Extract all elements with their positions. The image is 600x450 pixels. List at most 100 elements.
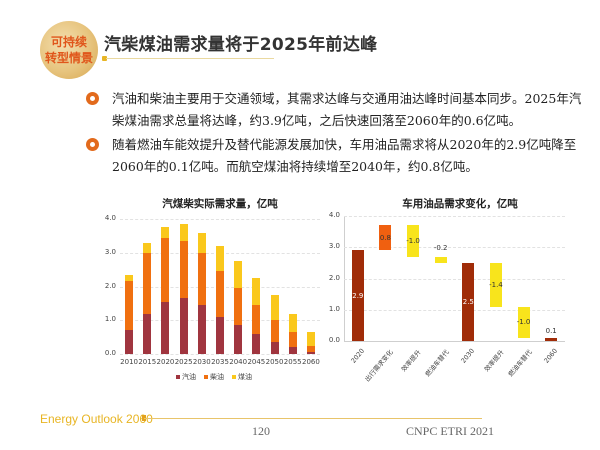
legend-swatch-icon: [176, 375, 180, 379]
waterfall-bar: [379, 225, 392, 251]
bar-segment: [306, 345, 315, 353]
logo: 可持续 转型情景: [40, 21, 98, 79]
x-tick-label: 2025: [174, 358, 193, 366]
bar-segment: [270, 342, 279, 354]
waterfall-bar: [517, 306, 530, 338]
y-tick-label: 2.0: [328, 273, 340, 282]
bullet-item: 随着燃油车能效提升及替代能源发展加快，车用油品需求将从2020年的2.9亿吨降至…: [86, 134, 586, 178]
bar-segment: [125, 274, 134, 282]
waterfall-bar: [434, 256, 447, 263]
data-label: 0.1: [545, 326, 557, 335]
y-tick-label: 0.0: [328, 336, 340, 344]
y-tick-label: 0.0: [104, 349, 116, 357]
bar-segment: [306, 332, 315, 346]
bullet-item: 汽油和柴油主要用于交通领域，其需求达峰与交通用油达峰时间基本同步。2025年汽柴…: [86, 88, 586, 132]
bar-segment: [161, 301, 170, 354]
waterfall-bar: [462, 262, 475, 341]
bullet-list: 汽油和柴油主要用于交通领域，其需求达峰与交通用油达峰时间基本同步。2025年汽柴…: [86, 88, 586, 180]
bar-segment: [197, 232, 206, 253]
gridline: [344, 247, 565, 249]
bar-segment: [306, 352, 315, 354]
data-label: -1.0: [516, 318, 531, 327]
waterfall-bar: [489, 262, 502, 307]
y-tick-label: 4.0: [328, 211, 340, 219]
bar-segment: [179, 298, 188, 354]
x-tick-label: 2010: [120, 358, 138, 366]
bar-segment: [161, 227, 170, 238]
data-label: -0.2: [433, 243, 448, 252]
gridline: [344, 309, 565, 311]
bar-segment: [216, 316, 224, 354]
gridline: [120, 219, 320, 220]
logo-line2: 转型情景: [44, 51, 93, 65]
x-axis-line: [344, 341, 565, 342]
legend-swatch-icon: [204, 375, 208, 379]
bar-segment: [125, 330, 134, 354]
page-title: 汽柴煤油需求量将于2025年前达峰: [104, 35, 378, 55]
legend-label: 汽油: [182, 373, 196, 381]
bar-segment: [270, 320, 279, 343]
bar-segment: [252, 333, 261, 354]
y-tick-label: 1.0: [104, 315, 116, 324]
bar-segment: [234, 325, 243, 354]
footer-rule: [144, 418, 482, 419]
footer-org: CNPC ETRI 2021: [406, 424, 495, 438]
bar-segment: [143, 242, 152, 253]
bar-segment: [161, 237, 170, 302]
legend-label: 柴油: [210, 373, 224, 381]
x-tick-label: 2055: [283, 358, 302, 366]
bullet-circle-icon: [86, 92, 99, 105]
y-tick-label: 3.0: [104, 247, 116, 256]
y-tick-label: 2.0: [104, 281, 116, 290]
bar-segment: [252, 305, 261, 334]
y-tick-label: 3.0: [328, 242, 340, 251]
title-rule-dot: [102, 56, 107, 61]
legend-item-diesel: 柴油: [204, 372, 224, 382]
left-chart-legend: 汽油 柴油 煤油: [176, 372, 252, 382]
waterfall-bar: [351, 250, 364, 341]
bar-segment: [270, 294, 279, 321]
right-chart-title: 车用油品需求变化，亿吨: [402, 198, 518, 210]
footer-brand: Energy Outlook 2060: [40, 412, 153, 426]
data-label: -1.4: [489, 280, 503, 289]
x-tick-label: 2040: [229, 358, 248, 366]
x-tick-label: 2035: [211, 358, 229, 366]
bar-segment: [197, 252, 206, 306]
x-tick-label: 2060: [301, 358, 320, 366]
legend-item-jet-fuel: 煤油: [232, 372, 252, 382]
data-label: 0.8: [379, 233, 391, 242]
bar-segment: [234, 261, 243, 289]
bar-segment: [288, 332, 297, 348]
gridline: [120, 354, 320, 355]
y-tick-label: 1.0: [328, 304, 340, 313]
bar-segment: [197, 305, 206, 354]
bar-segment: [179, 240, 188, 299]
bar-segment: [288, 347, 297, 354]
y-tick-label: 4.0: [104, 214, 116, 222]
legend-label: 煤油: [238, 373, 252, 381]
x-tick-label: 2030: [192, 358, 211, 366]
bar-segment: [216, 246, 224, 272]
legend-swatch-icon: [232, 375, 236, 379]
bar-segment: [252, 278, 261, 306]
bar-segment: [179, 224, 188, 241]
bar-segment: [234, 288, 243, 326]
logo-line1: 可持续: [50, 35, 87, 49]
waterfall-bar: [545, 337, 558, 341]
gridline: [344, 278, 565, 280]
data-label: -1.0: [406, 237, 420, 245]
bullet-circle-icon: [86, 138, 99, 151]
data-label: 2.5: [462, 297, 474, 306]
bar-segment: [143, 313, 152, 354]
x-tick-label: 2015: [138, 358, 157, 366]
waterfall-bar: [407, 225, 420, 257]
left-chart-title: 汽煤柴实际需求量，亿吨: [162, 198, 278, 210]
bar-segment: [288, 313, 297, 333]
spacer: [106, 58, 272, 59]
page-number: 120: [252, 424, 270, 438]
legend-item-gasoline: 汽油: [176, 372, 196, 382]
bullet-text: 随着燃油车能效提升及替代能源发展加快，车用油品需求将从2020年的2.9亿吨降至…: [112, 137, 577, 174]
data-label: 2.9: [352, 291, 364, 300]
bar-segment: [125, 281, 134, 331]
title-underline: [106, 58, 274, 59]
